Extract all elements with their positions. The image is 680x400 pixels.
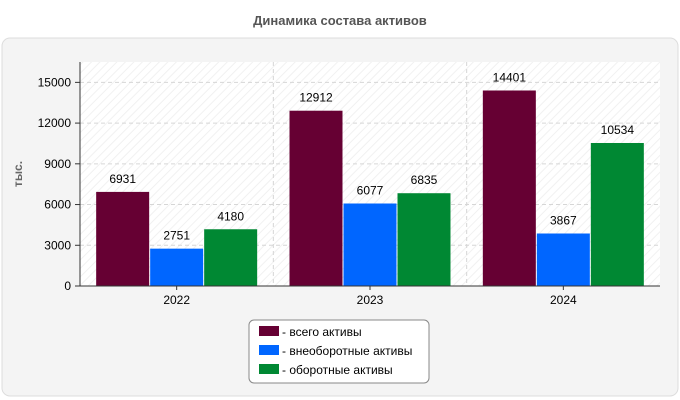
y-tick-label: 9000: [44, 157, 71, 171]
bars: [96, 90, 644, 287]
legend-label-current: - оборотные активы: [282, 363, 393, 377]
bar-2-2023: [343, 203, 397, 286]
data-label: 12912: [299, 91, 333, 105]
data-label: 6931: [109, 172, 136, 186]
x-tick-label: 2023: [357, 293, 384, 307]
bar-2-2022: [150, 248, 204, 286]
bar-3-2024: [590, 142, 644, 286]
x-tick-label: 2024: [550, 293, 577, 307]
bar-3-2023: [397, 193, 451, 286]
data-label: 4180: [217, 209, 244, 223]
y-tick-label: 15000: [38, 75, 72, 89]
data-label: 3867: [550, 214, 577, 228]
y-axis-label: тыс.: [11, 161, 25, 187]
chart-title: Динамика состава активов: [253, 13, 427, 28]
bar-1-2023: [289, 110, 343, 287]
axes: 0 3000 6000 9000 12000 15000 2022 2023 2024: [38, 62, 660, 307]
x-tick-label: 2022: [163, 293, 190, 307]
data-label: 6835: [411, 173, 438, 187]
legend-swatch-total: [259, 326, 279, 336]
y-tick-label: 3000: [44, 238, 71, 252]
bar-1-2024: [482, 90, 536, 286]
legend-box: [248, 319, 430, 384]
legend-label-total: - всего активы: [282, 325, 362, 339]
bar-2-2024: [536, 233, 590, 286]
data-label: 10534: [601, 123, 635, 137]
y-tick-label: 12000: [38, 116, 72, 130]
data-label: 2751: [163, 229, 190, 243]
data-labels: 6931 2751 4180 12912 6077 6835 14401 3867 10534: [109, 70, 634, 242]
y-tick-label: 6000: [44, 198, 71, 212]
legend-label-noncurrent: - внеоборотные активы: [282, 344, 412, 358]
legend-swatch-noncurrent: [259, 345, 279, 355]
data-label: 6077: [357, 184, 384, 198]
bar-1-2022: [96, 191, 150, 286]
legend-swatch-current: [259, 364, 279, 374]
data-label: 14401: [493, 70, 527, 84]
legend: - всего активы - внеоборотные активы - о…: [248, 319, 430, 384]
y-tick-label: 0: [64, 279, 71, 293]
bar-3-2022: [204, 229, 258, 286]
